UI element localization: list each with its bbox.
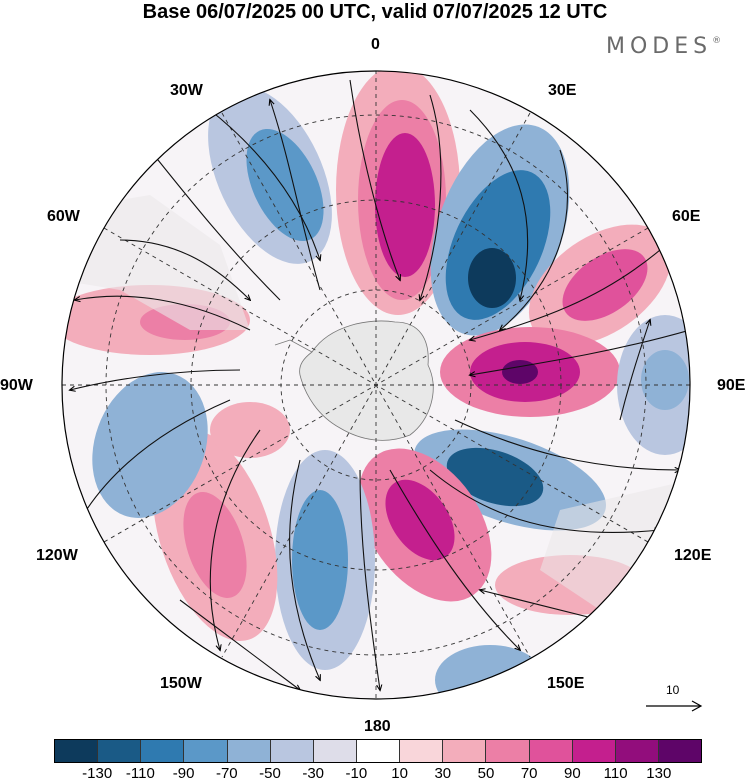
colorbar-segment: [141, 740, 185, 762]
reference-vector-label: 10: [666, 683, 680, 697]
colorbar-segment: [400, 740, 444, 762]
colorbar-tick-label: 110: [603, 765, 628, 782]
reference-vector-arrow: [646, 700, 703, 712]
lon-label-30w: 30W: [170, 82, 203, 99]
chart-title: Base 06/07/2025 00 UTC, valid 07/07/2025…: [142, 1, 608, 23]
colorbar-tick-label: -30: [302, 765, 325, 782]
antarctica-landmass: [299, 320, 434, 441]
lon-label-0: 0: [371, 36, 380, 53]
wind-streamlines: [70, 79, 690, 690]
lon-label-90w: 90W: [0, 377, 33, 394]
polar-map: [61, 70, 691, 700]
colorbar-segment: [227, 740, 271, 762]
colorbar-segment: [658, 740, 702, 762]
colorbar-segment: [572, 740, 616, 762]
lon-label-60e: 60E: [672, 208, 701, 225]
colorbar-tick-label: 130: [646, 765, 672, 782]
colorbar-segment: [529, 740, 573, 762]
colorbar: [54, 739, 702, 763]
colorbar-segment: [313, 740, 357, 762]
map-boundary: [61, 70, 691, 700]
colorbar-segment: [98, 740, 142, 762]
colorbar-tick-label: -10: [345, 765, 368, 782]
lon-label-150w: 150W: [160, 675, 202, 692]
anomaly-shading: [62, 71, 690, 699]
colorbar-tick-label: 70: [520, 765, 538, 782]
colorbar-segment: [184, 740, 228, 762]
modes-logo: MODES®: [606, 34, 722, 59]
south-america-landmass: [62, 195, 250, 330]
colorbar-tick-label: -50: [259, 765, 281, 782]
colorbar-tick-label: -70: [215, 765, 238, 782]
lon-label-150e: 150E: [547, 675, 585, 692]
lon-label-60w: 60W: [47, 208, 80, 225]
lon-label-120w: 120W: [36, 547, 78, 564]
colorbar-segment: [356, 740, 401, 762]
colorbar-segment: [55, 740, 99, 762]
colorbar-segment: [486, 740, 530, 762]
lon-label-120e: 120E: [674, 547, 712, 564]
colorbar-segment: [615, 740, 659, 762]
lon-label-90e: 90E: [717, 377, 746, 394]
colorbar-tick-label: 10: [391, 765, 408, 782]
colorbar-tick-label: -110: [125, 765, 155, 782]
colorbar-segment: [270, 740, 314, 762]
colorbar-tick-label: 50: [477, 765, 495, 782]
colorbar-tick-label: -130: [82, 765, 113, 782]
lon-label-30e: 30E: [548, 82, 577, 99]
lon-label-180: 180: [364, 718, 391, 735]
colorbar-tick-label: -90: [172, 765, 195, 782]
colorbar-tick-label: 30: [434, 765, 452, 782]
graticule: [62, 71, 690, 699]
colorbar-tick-label: 90: [564, 765, 581, 782]
colorbar-segment: [443, 740, 487, 762]
